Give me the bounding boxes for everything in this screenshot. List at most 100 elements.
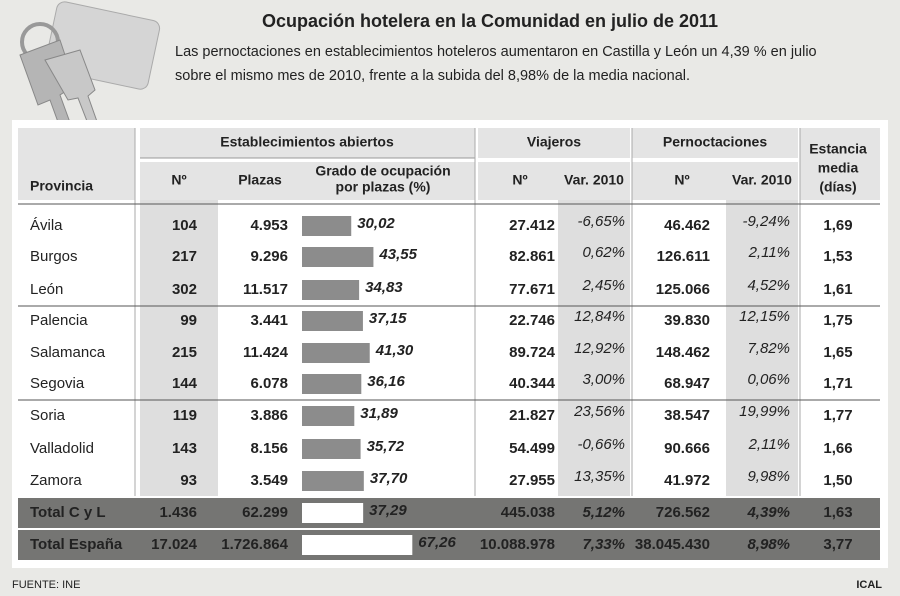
- occupancy-label: 35,72: [367, 438, 405, 455]
- cell: 3.886: [250, 407, 288, 424]
- cell: 82.861: [509, 248, 555, 265]
- cell: 68.947: [664, 375, 710, 392]
- cell: 6.078: [250, 375, 288, 392]
- cell: 4,39%: [746, 504, 790, 521]
- occupancy-bar: [302, 374, 362, 394]
- province: Burgos: [30, 248, 78, 265]
- group-header: Viajeros: [527, 134, 581, 150]
- cell: 0,62%: [582, 244, 625, 261]
- occupancy-label: 37,70: [370, 470, 408, 487]
- cell: 215: [172, 344, 197, 361]
- cell: -6,65%: [577, 213, 625, 230]
- cell: 1,63: [823, 504, 852, 521]
- province: Ávila: [30, 217, 63, 234]
- occupancy-bar: [302, 343, 370, 363]
- cell: 0,06%: [747, 371, 790, 388]
- cell: 126.611: [657, 248, 710, 265]
- cell: 302: [172, 281, 197, 298]
- cell: 217: [172, 248, 197, 265]
- cell: 77.671: [509, 281, 555, 298]
- cell: 1,71: [823, 375, 852, 392]
- province: Salamanca: [30, 344, 106, 361]
- cell: 1,69: [823, 217, 852, 234]
- province: Valladolid: [30, 440, 94, 457]
- cell: 38.045.430: [635, 536, 710, 553]
- occupancy-label: 43,55: [378, 246, 417, 263]
- cell: 4.953: [250, 217, 288, 234]
- cell: 1.436: [159, 504, 197, 521]
- column-header: Nº: [512, 172, 527, 188]
- column-header: Var. 2010: [732, 172, 792, 188]
- cell: 1,75: [823, 312, 852, 329]
- cell: 23,56%: [573, 403, 625, 420]
- cell: 104: [172, 217, 198, 234]
- occupancy-bar: [302, 471, 364, 491]
- cell: 13,35%: [574, 468, 625, 485]
- cell: 2,11%: [748, 436, 790, 453]
- cell: 27.955: [509, 472, 555, 489]
- cell: 445.038: [501, 504, 555, 521]
- province: Zamora: [30, 472, 82, 489]
- cell: 62.299: [242, 504, 288, 521]
- province: Total España: [30, 536, 123, 553]
- group-header: Establecimientos abiertos: [220, 134, 394, 150]
- occupancy-label: 34,83: [365, 279, 403, 296]
- cell: 89.724: [509, 344, 556, 361]
- cell: 8.156: [250, 440, 288, 457]
- cell: 143: [172, 440, 197, 457]
- credit: ICAL: [856, 579, 882, 591]
- cell: 19,99%: [739, 403, 790, 420]
- cell: 3,77: [823, 536, 852, 553]
- cell: 3,00%: [582, 371, 625, 388]
- cell: 7,82%: [747, 340, 790, 357]
- cell: 41.972: [664, 472, 710, 489]
- cell: 125.066: [656, 281, 710, 298]
- cell: 99: [180, 312, 197, 329]
- cell: 21.827: [509, 407, 555, 424]
- column-shading: [18, 128, 880, 496]
- cell: 93: [180, 472, 197, 489]
- cell: 9.296: [250, 248, 288, 265]
- cell: 1,53: [823, 248, 852, 265]
- occupancy-label: 31,89: [360, 405, 398, 422]
- cell: 1,77: [823, 407, 852, 424]
- column-header: Plazas: [238, 172, 282, 188]
- occupancy-label: 30,02: [357, 215, 395, 232]
- occupancy-bar: [302, 311, 363, 331]
- cell: 12,15%: [739, 308, 790, 325]
- occupancy-bar: [302, 406, 355, 426]
- column-header: Provincia: [30, 178, 93, 194]
- cell: 38.547: [664, 407, 710, 424]
- cell: 22.746: [509, 312, 555, 329]
- cell: 7,33%: [582, 536, 625, 553]
- cell: 726.562: [656, 504, 710, 521]
- cell: 1,65: [823, 344, 852, 361]
- occupancy-bar: [302, 247, 374, 267]
- occupancy-label: 37,15: [369, 310, 407, 327]
- cell: 27.412: [509, 217, 555, 234]
- cell: 144: [172, 375, 198, 392]
- subtitle: Las pernoctaciones en establecimientos h…: [175, 44, 817, 60]
- cell: 90.666: [664, 440, 710, 457]
- province: León: [30, 281, 63, 298]
- province: Segovia: [30, 375, 85, 392]
- cell: 3.441: [250, 312, 288, 329]
- occupancy-label: 41,30: [375, 342, 414, 359]
- column-header: (días): [819, 179, 856, 195]
- cell: 54.499: [509, 440, 555, 457]
- column-header: por plazas (%): [336, 179, 431, 195]
- occupancy-bar: [302, 535, 413, 555]
- occupancy-bar: [302, 216, 352, 236]
- cell: 4,52%: [747, 277, 790, 294]
- cell: 12,84%: [574, 308, 625, 325]
- cell: 2,45%: [581, 277, 625, 294]
- cell: 46.462: [664, 217, 710, 234]
- province: Soria: [30, 407, 66, 424]
- total-row-bg: [18, 530, 880, 560]
- column-header: Var. 2010: [564, 172, 624, 188]
- cell: 3.549: [250, 472, 288, 489]
- cell: 1,50: [823, 472, 852, 489]
- cell: 1,61: [823, 281, 852, 298]
- group-header: Pernoctaciones: [663, 134, 767, 150]
